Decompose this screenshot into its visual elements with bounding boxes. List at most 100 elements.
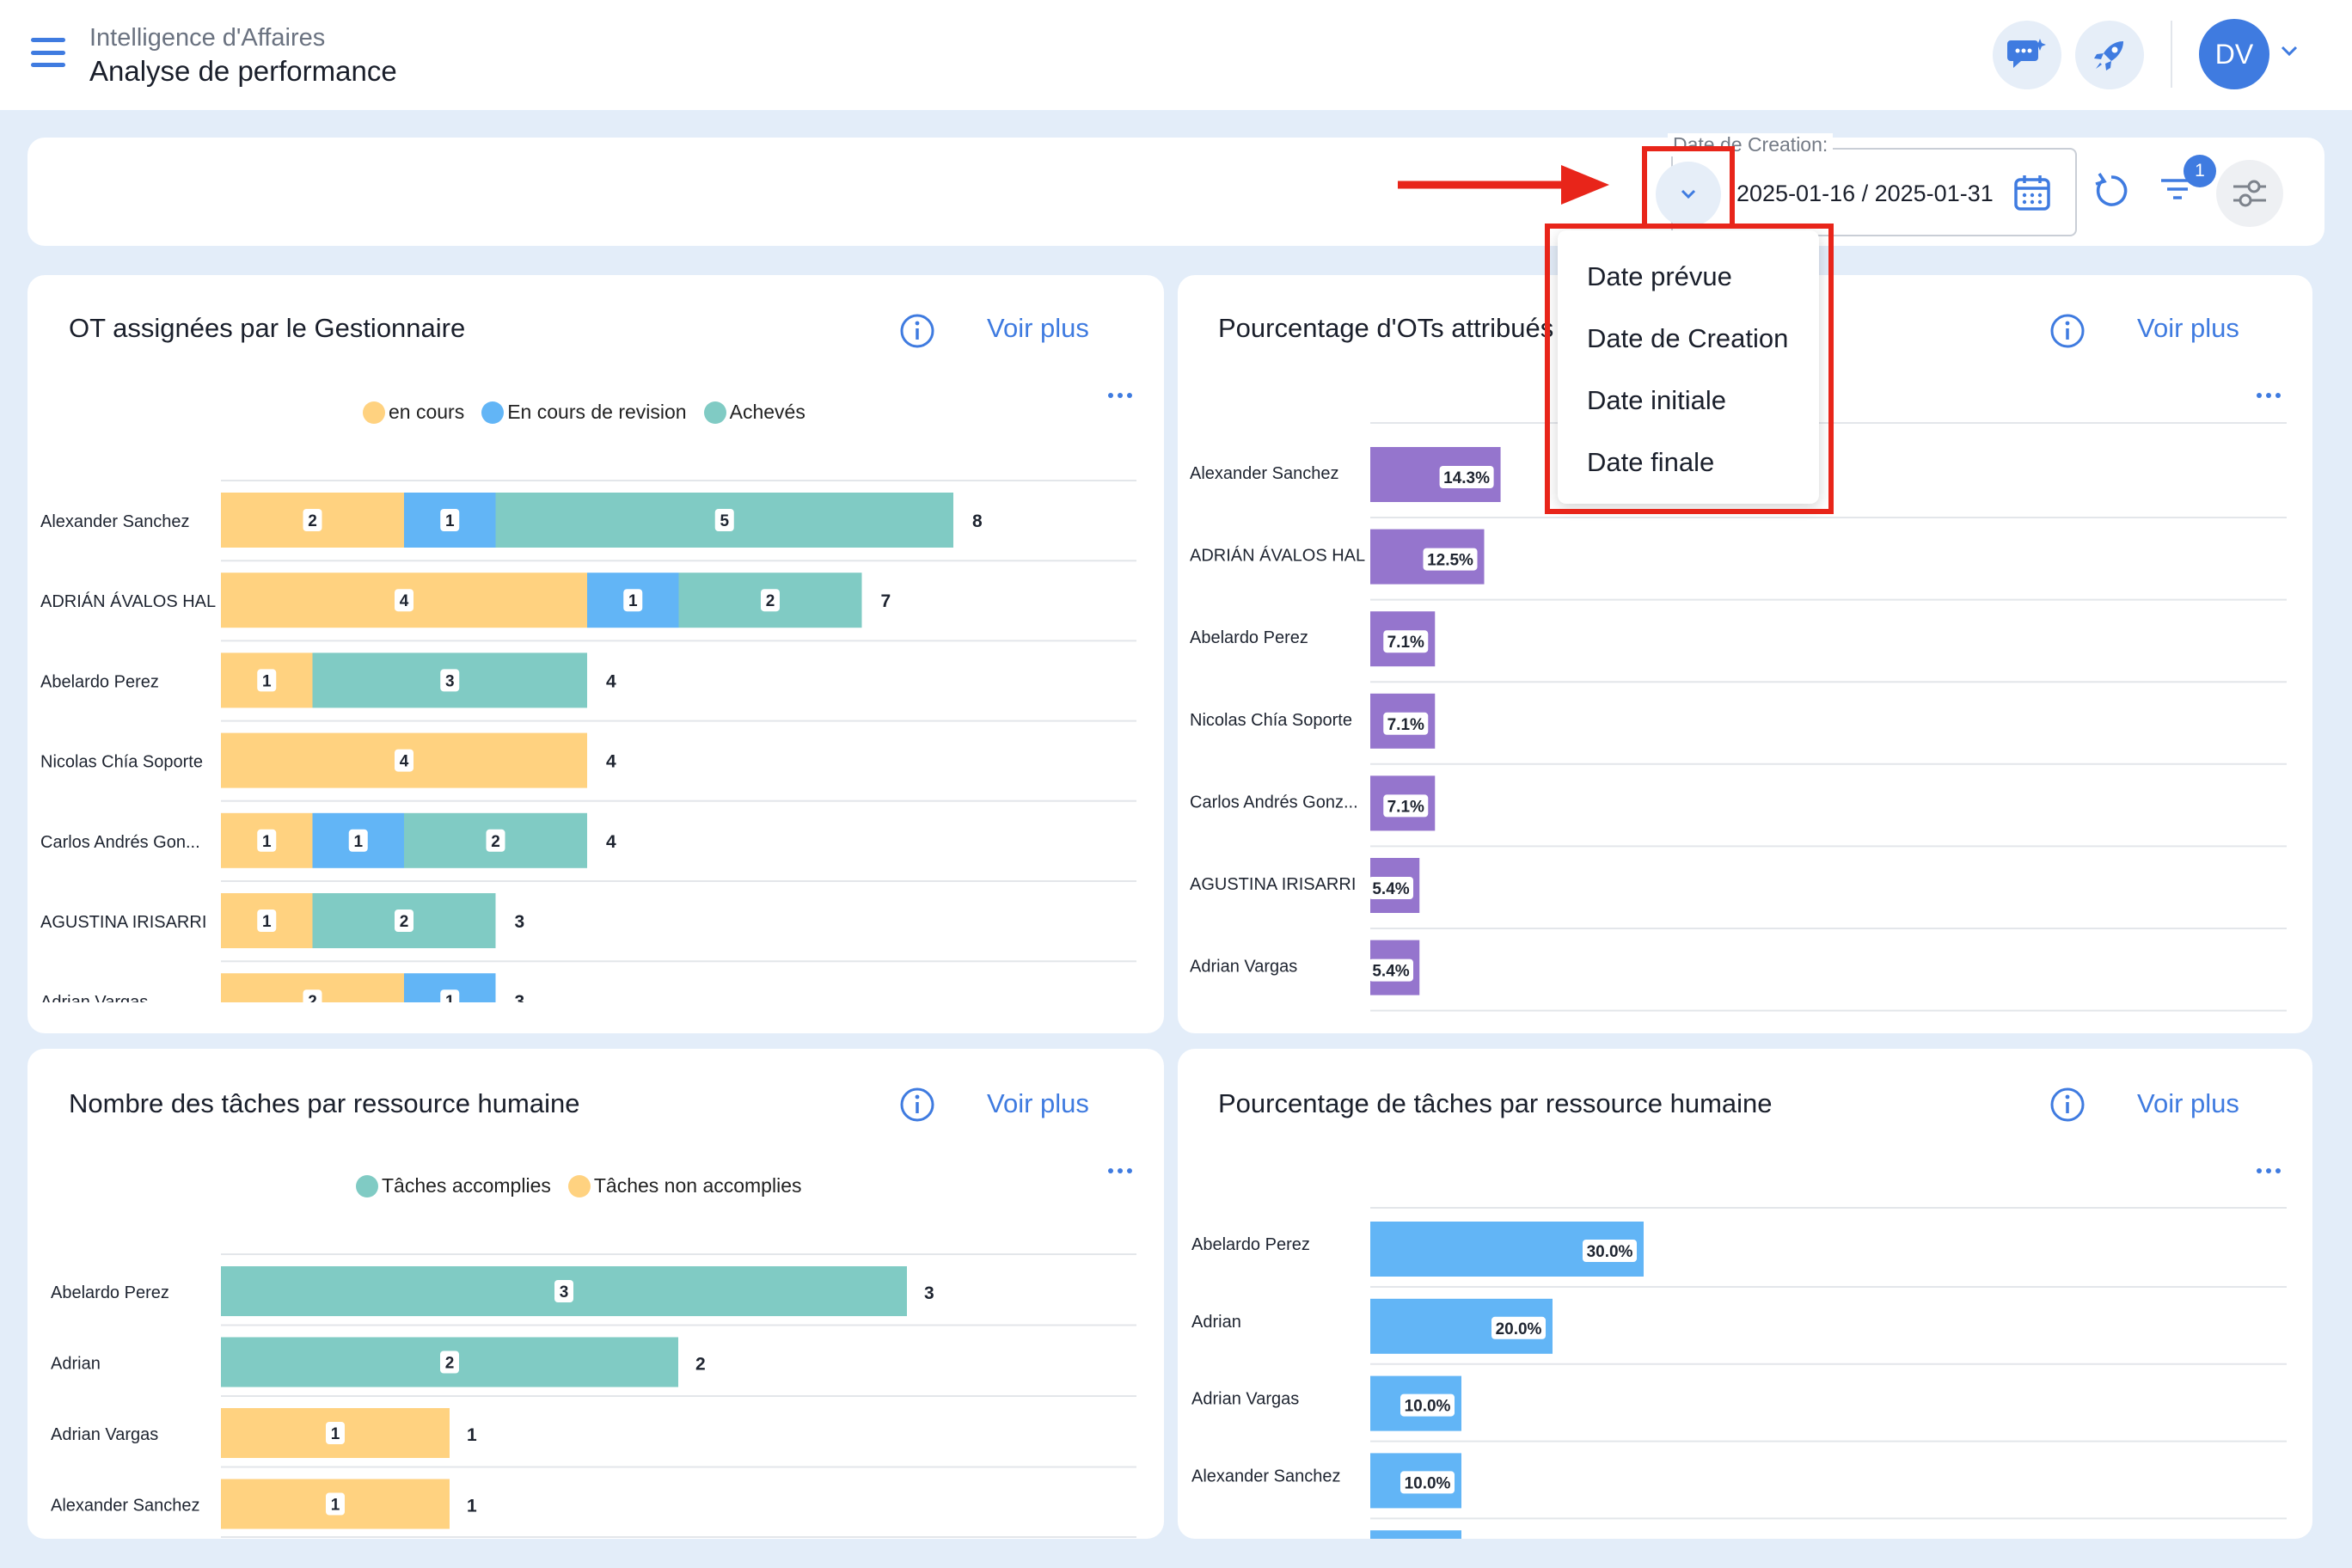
value-label: 20.0%: [1496, 1320, 1542, 1338]
value-label: 10.0%: [1405, 1474, 1451, 1492]
sliders-icon: [2233, 180, 2266, 207]
category-label: Abelardo Perez: [1191, 1235, 1310, 1254]
category-label: Alexander Sanchez: [40, 512, 189, 531]
value-label: 1: [445, 993, 455, 1002]
chevron-down-icon[interactable]: [2280, 45, 2299, 57]
reset-icon[interactable]: [2091, 170, 2132, 211]
total-label: 2: [695, 1355, 706, 1375]
value-label-bg: [326, 1422, 345, 1444]
value-label: 5.4%: [1372, 880, 1409, 898]
avatar[interactable]: DV: [2199, 19, 2269, 89]
settings-button[interactable]: [2216, 160, 2283, 227]
value-label: 5.4%: [1372, 963, 1409, 981]
more-options-icon[interactable]: [1107, 390, 1133, 401]
value-label: 2: [491, 833, 500, 851]
value-label-bg: [395, 910, 413, 932]
category-label: Carlos Andrés Gonz...: [1190, 793, 1358, 812]
category-label: Alexander Sanchez: [1190, 464, 1338, 483]
value-label: 14.3%: [1443, 469, 1490, 487]
category-label: Adrian Vargas: [1191, 1390, 1299, 1409]
value-label-bg: [1400, 1471, 1455, 1494]
legend-item[interactable]: Tâches accomplies: [356, 1174, 551, 1197]
value-label: 10.0%: [1405, 1398, 1451, 1416]
annotation-arrow: [1398, 165, 1609, 205]
calendar-icon[interactable]: [2012, 172, 2053, 213]
legend-item[interactable]: En cours de revision: [481, 401, 687, 424]
legend-item[interactable]: Tâches non accomplies: [567, 1174, 801, 1197]
rocket-button[interactable]: [2075, 21, 2144, 89]
chart-pourcentage-taches: Abelardo Perez 30.0% Adrian 20.0% Adrian Var…: [1191, 1207, 2287, 1539]
total-label: 3: [924, 1283, 934, 1303]
info-icon[interactable]: [2049, 1087, 2086, 1123]
value-label: 2: [766, 592, 775, 610]
total-label: 1: [467, 1497, 477, 1516]
value-label-bg: [1400, 1393, 1455, 1417]
card-title: Nombre des tâches par ressource humaine: [69, 1088, 580, 1118]
value-label-bg: [395, 749, 413, 772]
menu-item-date-creation[interactable]: Date de Creation: [1587, 323, 1789, 353]
value-label-bg: [623, 589, 643, 612]
breadcrumb: Intelligence d'Affaires: [89, 24, 326, 52]
category-label: Carlos Andrés Gon...: [40, 833, 200, 852]
value-label-bg: [761, 589, 780, 612]
category-label: Nicolas Chía Soporte: [1190, 711, 1352, 730]
voir-plus-link[interactable]: Voir plus: [2137, 1088, 2239, 1118]
value-label: 3: [445, 672, 455, 690]
info-icon[interactable]: [2049, 313, 2086, 349]
legend-item[interactable]: en cours: [363, 401, 464, 424]
category-label: Adrian Vargas: [40, 993, 148, 1002]
value-label: 1: [331, 1425, 340, 1443]
menu-item-date-prevue[interactable]: Date prévue: [1587, 261, 1732, 291]
category-label: ADRIÁN ÁVALOS HAL: [1190, 546, 1365, 566]
value-label: 5: [720, 512, 729, 530]
category-label: Alexander Sanchez: [51, 1497, 199, 1516]
category-label: Adrian: [51, 1355, 101, 1374]
value-label-bg: [326, 1492, 345, 1516]
total-label: 4: [606, 752, 616, 772]
menu-icon[interactable]: [31, 38, 65, 67]
value-label: 1: [262, 672, 272, 690]
menu-item-date-initiale[interactable]: Date initiale: [1587, 385, 1726, 415]
category-label: Adrian Vargas: [1190, 958, 1297, 977]
info-icon[interactable]: [899, 313, 935, 349]
info-icon[interactable]: [899, 1087, 935, 1123]
category-label: ADRIÁN ÁVALOS HAL: [40, 591, 216, 611]
category-label: Nicolas Chía Soporte: [40, 753, 203, 772]
more-options-icon[interactable]: [2256, 390, 2282, 401]
value-label-bg: [1369, 877, 1413, 899]
value-label-bg: [714, 509, 734, 531]
rocket-icon: [2094, 41, 2123, 70]
more-options-icon[interactable]: [2256, 1166, 2282, 1176]
category-label: Abelardo Perez: [40, 672, 159, 691]
date-range-field[interactable]: [1671, 148, 2077, 236]
annotation-box: [1642, 146, 1735, 229]
total-label: 1: [467, 1425, 477, 1445]
header-divider: [2171, 21, 2172, 88]
value-label-bg: [440, 1351, 459, 1374]
value-label-bg: [1383, 630, 1429, 653]
menu-item-date-finale[interactable]: Date finale: [1587, 447, 1715, 477]
chat-sparkle-button[interactable]: [1993, 21, 2061, 89]
more-options-icon[interactable]: [1107, 1166, 1133, 1176]
value-label: 7.1%: [1387, 716, 1424, 734]
category-label: Abelardo Perez: [51, 1283, 169, 1302]
voir-plus-link[interactable]: Voir plus: [2137, 313, 2239, 343]
voir-plus-link[interactable]: Voir plus: [987, 1088, 1089, 1118]
value-label-bg: [1439, 466, 1494, 488]
value-label: 1: [353, 833, 363, 851]
date-range-value[interactable]: 2025-01-16 / 2025-01-31: [1736, 181, 1994, 206]
value-label: 1: [331, 1497, 340, 1515]
date-type-dropdown-button[interactable]: [1656, 162, 1721, 227]
filter-count-badge: 1: [2184, 155, 2216, 187]
category-label: Abelardo Perez: [1190, 628, 1308, 647]
value-label-bg: [440, 989, 460, 1002]
category-label: Adrian: [1191, 1313, 1241, 1332]
value-label: 4: [400, 753, 409, 771]
legend-item[interactable]: Achevés: [703, 401, 805, 424]
card-ot-assignees: OT assignées par le Gestionnaire Voir pl…: [28, 275, 1164, 1033]
voir-plus-link[interactable]: Voir plus: [987, 313, 1089, 343]
total-label: 3: [515, 992, 525, 1002]
value-label-bg: [1383, 712, 1429, 735]
value-label: 30.0%: [1587, 1243, 1633, 1261]
date-field-label: Date de Creation:: [1668, 133, 1834, 156]
